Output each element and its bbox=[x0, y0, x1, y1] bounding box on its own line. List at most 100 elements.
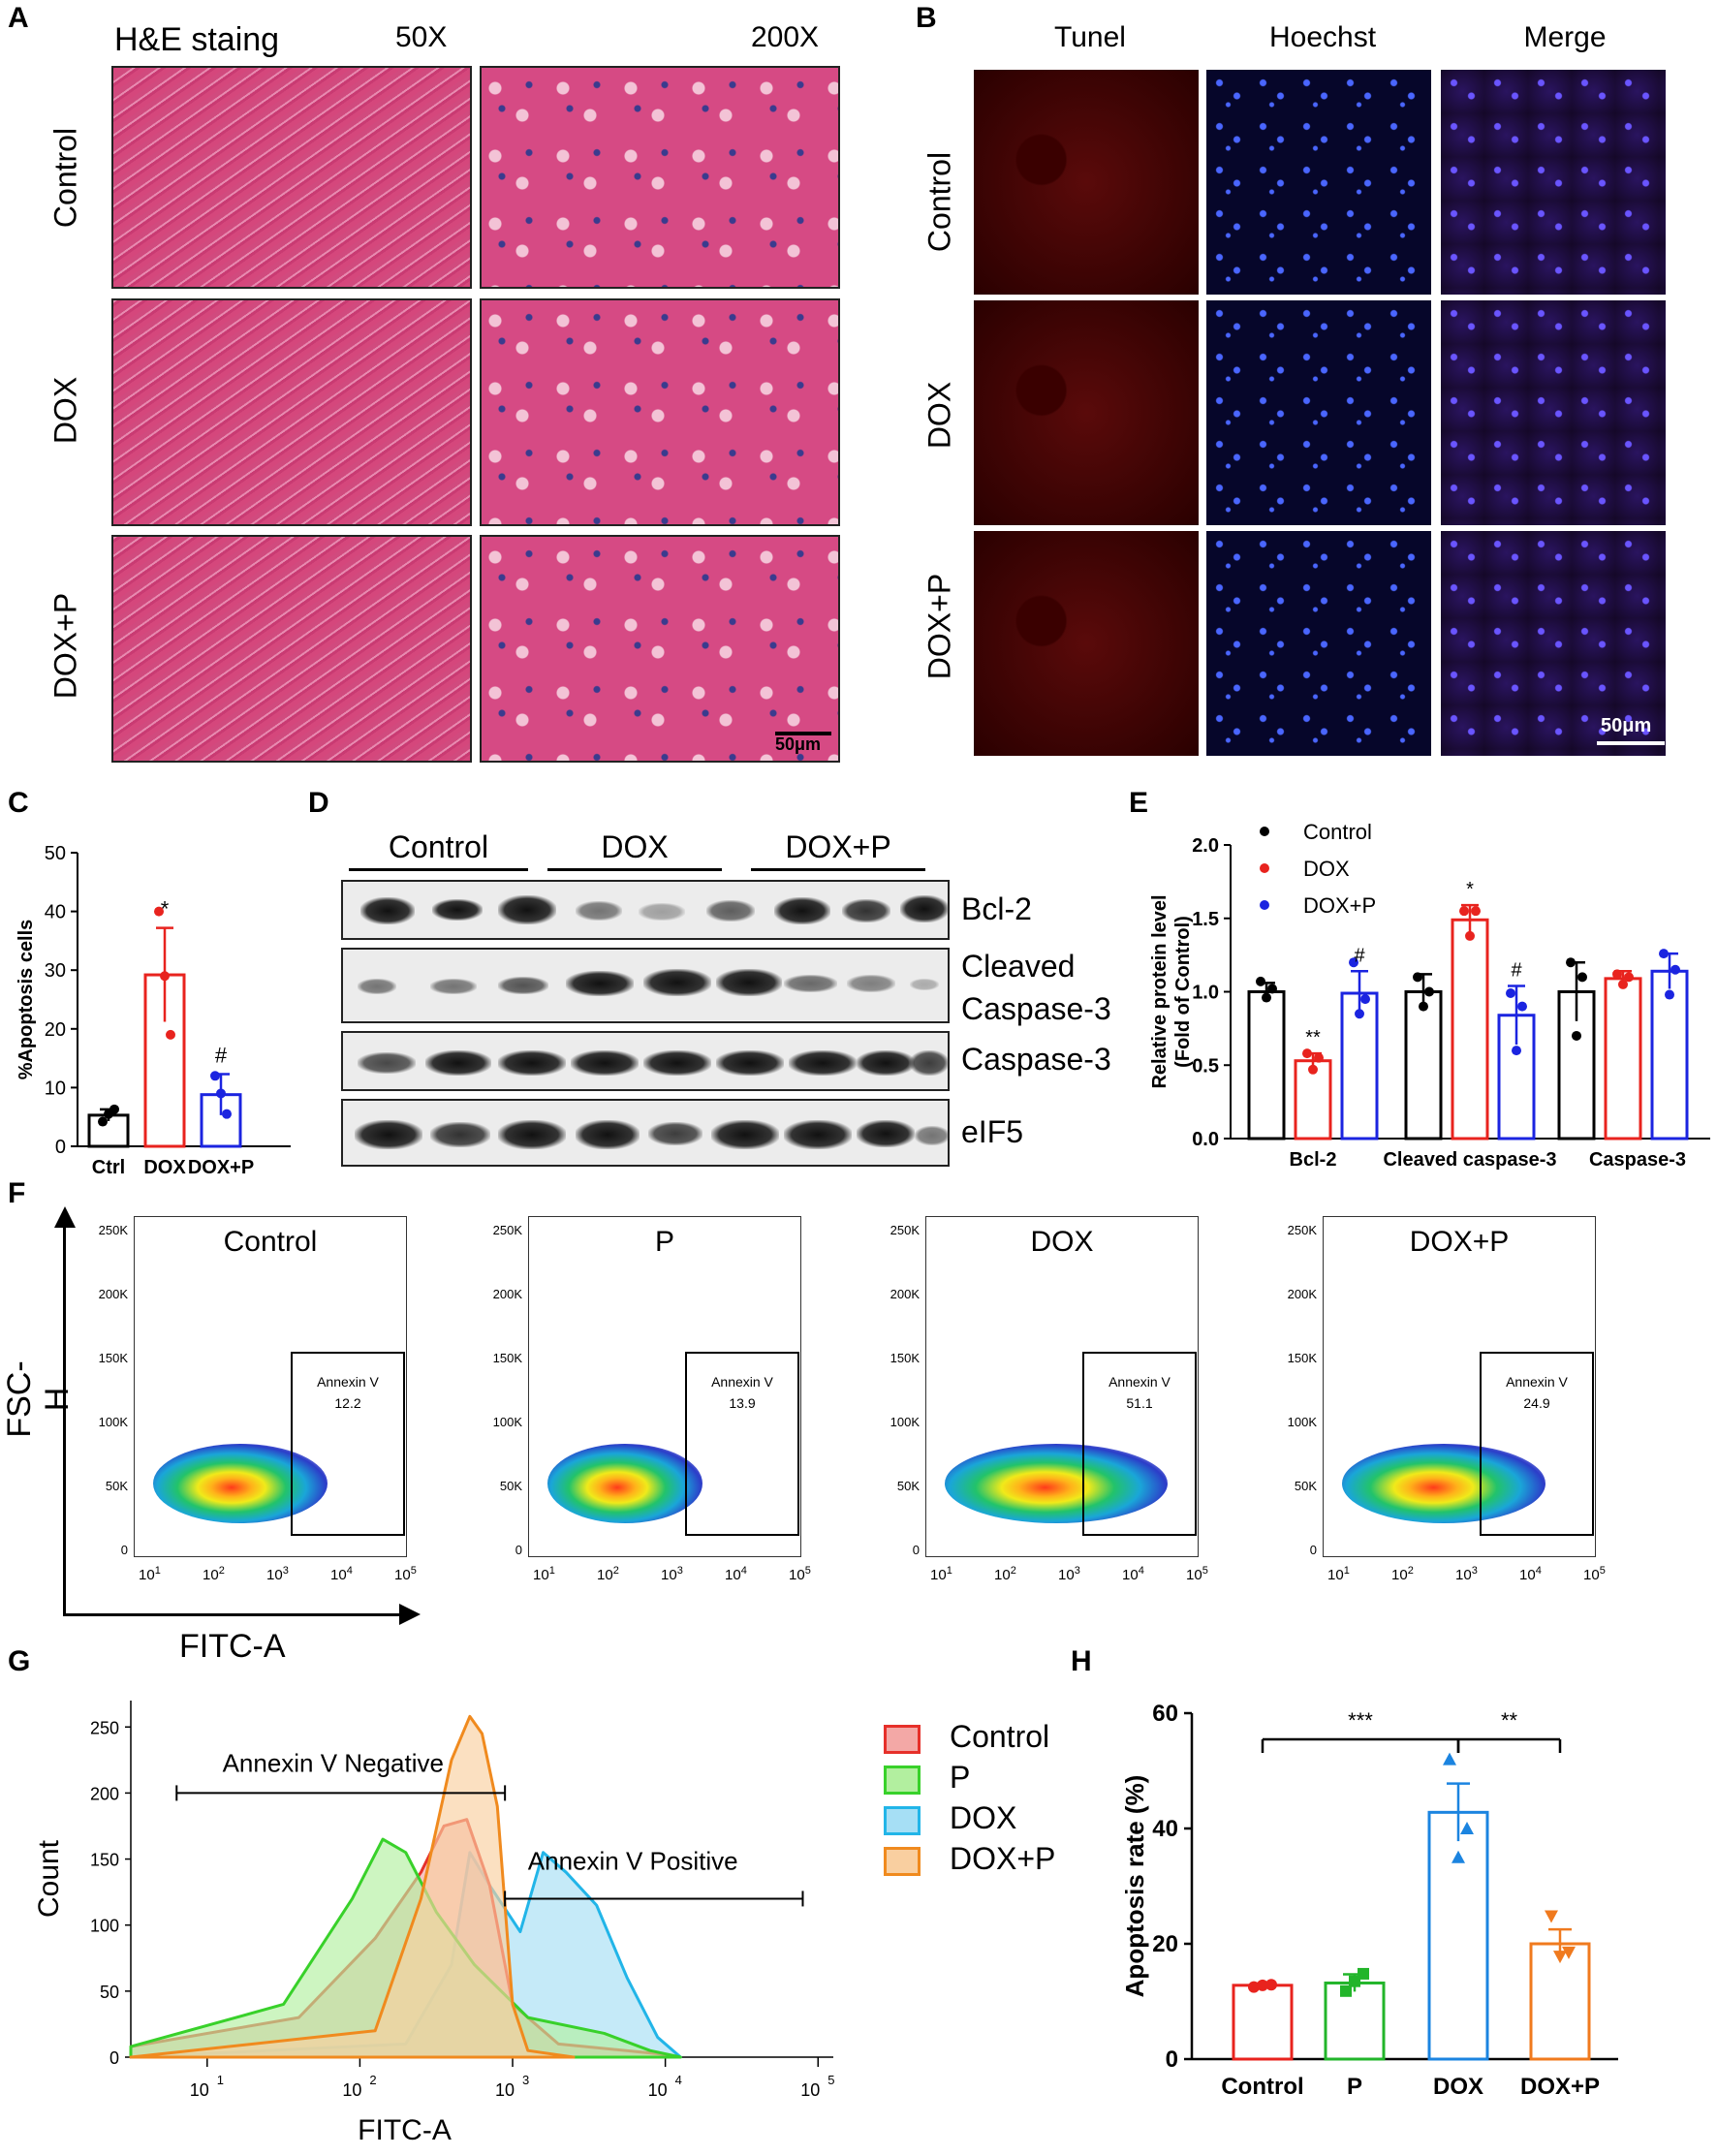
wb-label-caspase3: Caspase-3 bbox=[961, 1042, 1111, 1077]
facs-xtick-exp: 2 bbox=[1407, 1565, 1414, 1577]
g-xtick-label: 10 bbox=[190, 2080, 209, 2100]
wb-group-doxp: DOX+P bbox=[785, 829, 891, 864]
blot-caspase3 bbox=[341, 1031, 950, 1091]
facs-scatter-cloud bbox=[547, 1444, 702, 1523]
facs-xtick-exp: 4 bbox=[1535, 1565, 1542, 1577]
tunel-control-merge bbox=[1441, 70, 1666, 295]
g-xtick-exp: 4 bbox=[675, 2073, 682, 2087]
h-bar bbox=[1427, 1810, 1489, 2061]
facs-xtick-exp: 5 bbox=[410, 1565, 417, 1577]
wb-label-cleaved-caspase3: Cleaved Caspase-3 bbox=[961, 949, 1111, 1026]
e-point bbox=[1360, 994, 1370, 1005]
facs-xtick-exp: 2 bbox=[218, 1565, 225, 1577]
facs-xtick-label: 101 bbox=[1327, 1565, 1350, 1583]
facs-y-arrow-line bbox=[63, 1223, 66, 1615]
g-ytick-label: 250 bbox=[90, 1718, 119, 1737]
panel-label-f: F bbox=[8, 1177, 26, 1209]
e-point bbox=[1308, 1064, 1318, 1075]
facs-ytick-label: 200K bbox=[492, 1287, 522, 1301]
facs-ytick-label: 0 bbox=[1309, 1543, 1317, 1557]
he-mag-high: 200X bbox=[751, 21, 820, 53]
e-ylabel2: (Fold of Control) bbox=[1172, 916, 1194, 1068]
facs-gate-value: 24.9 bbox=[1523, 1395, 1550, 1411]
facs-ytick-label: 150K bbox=[492, 1351, 522, 1365]
facs-y-arrow-head bbox=[54, 1206, 76, 1228]
c-bar bbox=[143, 973, 186, 1148]
wb-group-dox: DOX bbox=[601, 829, 669, 864]
e-annotation: # bbox=[1511, 959, 1522, 981]
facs-xtick-exp: 5 bbox=[1599, 1565, 1606, 1577]
facs-xtick-label: 104 bbox=[725, 1565, 747, 1583]
wb-group-line-doxp bbox=[751, 868, 925, 871]
g-area-doxpp bbox=[129, 1714, 576, 2059]
facs-gate-value: 51.1 bbox=[1126, 1395, 1153, 1411]
e-xtick-label: Caspase-3 bbox=[1589, 1149, 1686, 1171]
e-annotation: ** bbox=[1305, 1027, 1321, 1048]
tunel-control-red bbox=[974, 70, 1199, 295]
facs-xtick-label: 105 bbox=[1186, 1565, 1208, 1583]
facs-ytick-label: 100K bbox=[890, 1415, 920, 1429]
he-dox-200x bbox=[480, 298, 840, 526]
g-ytick-label: 0 bbox=[109, 2048, 119, 2068]
e-point bbox=[1256, 976, 1265, 986]
tunel-scale-label: 50μm bbox=[1601, 715, 1652, 736]
wb-group-line-dox bbox=[547, 868, 722, 871]
e-point bbox=[1577, 972, 1587, 983]
e-point bbox=[1465, 930, 1475, 941]
facs-xtick-exp: 5 bbox=[804, 1565, 811, 1577]
facs-xtick-exp: 5 bbox=[1202, 1565, 1208, 1577]
g-ylabel: Count bbox=[33, 1839, 65, 1918]
facs-xtick-exp: 4 bbox=[1138, 1565, 1144, 1577]
facs-ytick-label: 50K bbox=[499, 1479, 522, 1493]
g-ytick-label: 150 bbox=[90, 1851, 119, 1870]
e-ytick-label: 0.5 bbox=[1192, 1055, 1219, 1077]
he-row-dox: DOX bbox=[47, 376, 83, 445]
he-dox-50x bbox=[111, 298, 472, 526]
e-point bbox=[1517, 1001, 1527, 1012]
legend-g-control-label: Control bbox=[950, 1719, 1050, 1754]
e-ylabel: Relative protein level bbox=[1149, 894, 1171, 1088]
c-ytick-label: 40 bbox=[45, 902, 66, 923]
facs-xtick-exp: 3 bbox=[676, 1565, 683, 1577]
tunel-dox-merge bbox=[1441, 300, 1666, 525]
c-xtick-label: Ctrl bbox=[92, 1157, 125, 1178]
facs-plot-title: P bbox=[654, 1226, 674, 1258]
c-ytick-label: 0 bbox=[55, 1137, 66, 1158]
e-point bbox=[1267, 984, 1277, 994]
e-point bbox=[1459, 906, 1469, 917]
legend-g-dox-swatch bbox=[884, 1806, 921, 1835]
g-ytick-label: 100 bbox=[90, 1917, 119, 1936]
g-xtick-label: 10 bbox=[495, 2080, 515, 2100]
he-doxp-50x bbox=[111, 535, 472, 763]
blot-bcl2 bbox=[341, 880, 950, 940]
facs-xtick-exp: 3 bbox=[1074, 1565, 1080, 1577]
tunel-dox-blue bbox=[1206, 300, 1431, 525]
g-xtick-label: 10 bbox=[342, 2080, 361, 2100]
he-mag-low: 50X bbox=[395, 21, 448, 53]
tunel-col-merge: Merge bbox=[1523, 21, 1607, 53]
h-point bbox=[1452, 1850, 1465, 1863]
facs-xtick-label: 105 bbox=[394, 1565, 417, 1583]
he-row-doxp: DOX+P bbox=[47, 592, 83, 700]
h-ytick-label: 0 bbox=[1166, 2047, 1178, 2073]
h-point bbox=[1553, 1951, 1567, 1964]
g-xtick-exp: 2 bbox=[369, 2073, 376, 2087]
c-annotation: * bbox=[161, 897, 170, 922]
facs-gate: Annexin V 13.9 bbox=[685, 1352, 799, 1536]
facs-ytick-label: 200K bbox=[890, 1287, 920, 1301]
facs-gate-value: 13.9 bbox=[729, 1395, 756, 1411]
legend-g-doxp-label: DOX+P bbox=[950, 1841, 1056, 1876]
facs-xtick-label: 102 bbox=[1391, 1565, 1414, 1583]
h-bracket-label: ** bbox=[1501, 1708, 1518, 1733]
e-legend-marker bbox=[1260, 827, 1269, 836]
g-xtick-exp: 5 bbox=[827, 2073, 834, 2087]
facs-ytick-label: 250K bbox=[492, 1223, 522, 1237]
facs-ytick-label: 150K bbox=[890, 1351, 920, 1365]
facs-xtick-label: 105 bbox=[789, 1565, 811, 1583]
c-ytick-label: 30 bbox=[45, 960, 66, 982]
facs-ylabel: FSC-H bbox=[1, 1360, 76, 1438]
e-point bbox=[1612, 969, 1622, 980]
legend-g-p-label: P bbox=[950, 1760, 971, 1795]
facs-xtick-label: 102 bbox=[597, 1565, 619, 1583]
h-ytick-label: 60 bbox=[1152, 1701, 1178, 1727]
